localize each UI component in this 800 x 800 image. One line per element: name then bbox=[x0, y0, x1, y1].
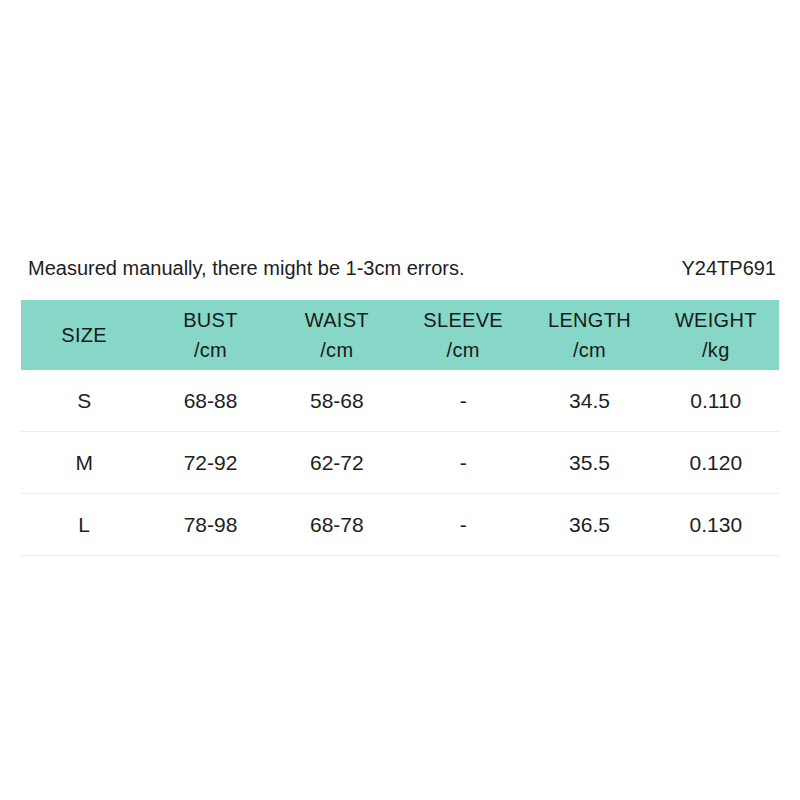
cell-size: L bbox=[21, 494, 147, 555]
column-label: SIZE bbox=[61, 320, 107, 350]
column-unit: /cm bbox=[447, 335, 480, 365]
cell-waist: 68-78 bbox=[274, 494, 400, 555]
cell-sleeve: - bbox=[400, 370, 526, 431]
note-row: Measured manually, there might be 1-3cm … bbox=[28, 253, 776, 283]
cell-sleeve: - bbox=[400, 432, 526, 493]
header-cell-bust: BUST /cm bbox=[147, 300, 273, 370]
column-unit: /cm bbox=[194, 335, 227, 365]
cell-sleeve: - bbox=[400, 494, 526, 555]
model-code: Y24TP691 bbox=[681, 253, 776, 283]
cell-weight: 0.130 bbox=[653, 494, 779, 555]
column-unit: /kg bbox=[702, 335, 730, 365]
cell-waist: 58-68 bbox=[274, 370, 400, 431]
column-label: LENGTH bbox=[548, 305, 631, 335]
column-label: WAIST bbox=[305, 305, 369, 335]
cell-bust: 78-98 bbox=[147, 494, 273, 555]
cell-length: 36.5 bbox=[526, 494, 652, 555]
table-row-s: S 68-88 58-68 - 34.5 0.110 bbox=[21, 370, 779, 432]
column-label: BUST bbox=[183, 305, 238, 335]
column-label: SLEEVE bbox=[423, 305, 503, 335]
cell-size: S bbox=[21, 370, 147, 431]
column-label: WEIGHT bbox=[675, 305, 757, 335]
cell-bust: 68-88 bbox=[147, 370, 273, 431]
header-cell-length: LENGTH /cm bbox=[526, 300, 652, 370]
cell-length: 34.5 bbox=[526, 370, 652, 431]
column-unit: /cm bbox=[573, 335, 606, 365]
table-row-l: L 78-98 68-78 - 36.5 0.130 bbox=[21, 494, 779, 556]
cell-waist: 62-72 bbox=[274, 432, 400, 493]
header-cell-weight: WEIGHT /kg bbox=[653, 300, 779, 370]
cell-size: M bbox=[21, 432, 147, 493]
cell-weight: 0.110 bbox=[653, 370, 779, 431]
cell-weight: 0.120 bbox=[653, 432, 779, 493]
size-chart-table: SIZE BUST /cm WAIST /cm SLEEVE /cm LENGT… bbox=[21, 300, 779, 556]
cell-bust: 72-92 bbox=[147, 432, 273, 493]
header-cell-waist: WAIST /cm bbox=[274, 300, 400, 370]
header-cell-size: SIZE bbox=[21, 300, 147, 370]
measurement-note: Measured manually, there might be 1-3cm … bbox=[28, 253, 464, 283]
size-chart-header-row: SIZE BUST /cm WAIST /cm SLEEVE /cm LENGT… bbox=[21, 300, 779, 370]
table-row-m: M 72-92 62-72 - 35.5 0.120 bbox=[21, 432, 779, 494]
size-chart-page: Measured manually, there might be 1-3cm … bbox=[0, 0, 800, 800]
column-unit: /cm bbox=[320, 335, 353, 365]
cell-length: 35.5 bbox=[526, 432, 652, 493]
header-cell-sleeve: SLEEVE /cm bbox=[400, 300, 526, 370]
